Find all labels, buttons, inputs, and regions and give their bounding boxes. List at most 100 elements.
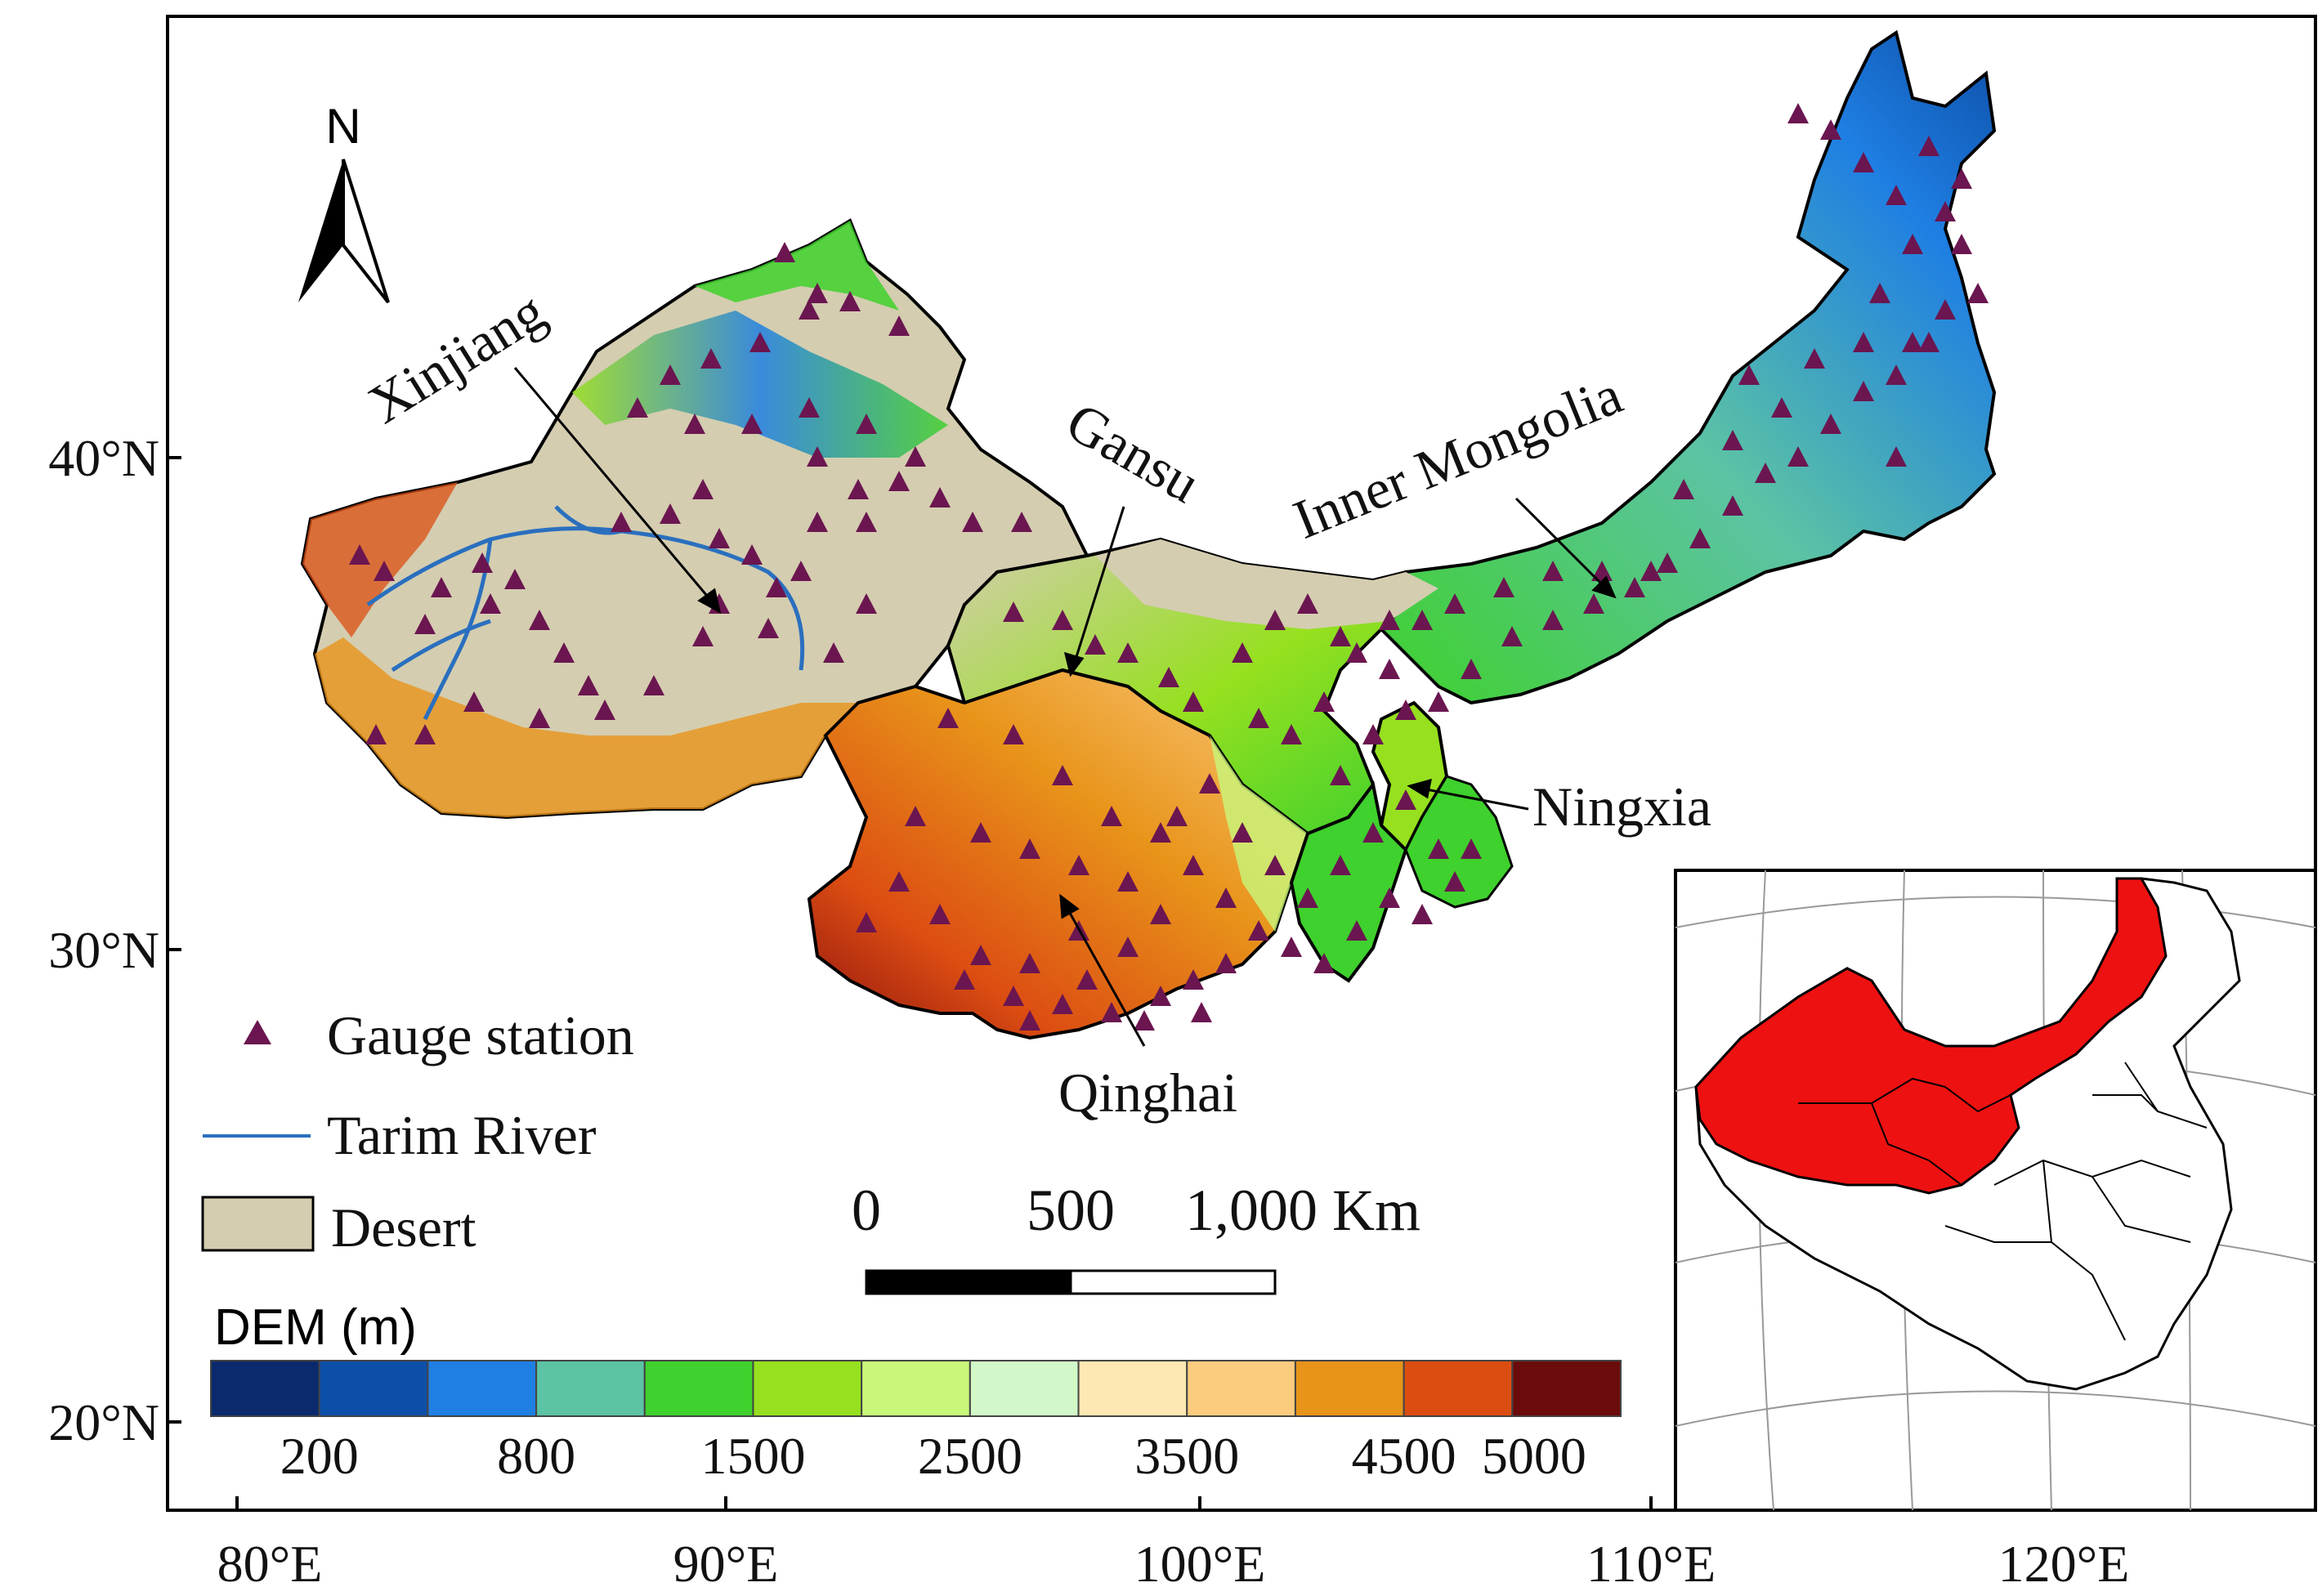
gauge-station-marker <box>1886 446 1907 467</box>
gauge-station-marker <box>1019 953 1040 973</box>
gauge-station-marker <box>905 806 926 826</box>
gauge-station-marker <box>1787 103 1809 123</box>
gauge-station-marker <box>929 904 951 924</box>
gauge-station-marker <box>643 675 664 695</box>
inset-study-region <box>1694 877 2168 1195</box>
gauge-station-marker <box>414 614 436 634</box>
legend-station-label: Gauge station <box>327 1004 634 1066</box>
label-arrows <box>513 367 1617 1047</box>
inset-map <box>1674 869 2317 1512</box>
lon-label-110: 110°E <box>1586 1535 1716 1593</box>
gauge-station-marker <box>1330 855 1351 875</box>
gauge-station-marker <box>1902 234 1923 254</box>
gauge-station-marker <box>1003 724 1024 744</box>
gauge-station-marker <box>1215 953 1237 973</box>
gauge-station-marker <box>1444 871 1465 892</box>
gauge-station-marker <box>856 593 877 614</box>
tianshan-band <box>572 311 948 458</box>
gauge-station-marker <box>1461 659 1482 679</box>
gauge-station-marker <box>839 291 861 311</box>
study-area <box>300 29 1997 1040</box>
gauge-station-marker <box>856 414 877 434</box>
gauge-station-marker <box>1232 822 1253 843</box>
dem-tick-labels: 200 800 1500 2500 3500 4500 5000 <box>280 1427 1586 1485</box>
dem-colorbar: DEM (m) 200 800 1500 2500 3500 4500 5000 <box>210 1299 1622 1485</box>
lon-label-120: 120°E <box>1998 1535 2130 1593</box>
dem-swatch <box>861 1360 971 1417</box>
gauge-station-marker <box>1117 642 1139 663</box>
dem-tick-label: 200 <box>280 1427 359 1485</box>
gauge-station-marker <box>529 610 550 630</box>
gauge-station-marker <box>1624 577 1645 597</box>
gauge-station-marker <box>611 512 632 532</box>
gauge-station-marker <box>463 691 485 712</box>
gauge-station-marker <box>741 414 763 434</box>
gauge-station-marker <box>1591 561 1613 581</box>
gauge-station-marker <box>799 299 820 320</box>
scale-label-500: 500 <box>1027 1178 1115 1243</box>
gauge-station-marker <box>1886 364 1907 385</box>
gauge-station-marker <box>1281 937 1302 957</box>
gauge-station-marker <box>627 397 648 418</box>
gauge-station-marker <box>1918 332 1939 352</box>
dem-tick-label: 800 <box>497 1427 575 1485</box>
gauge-station-marker <box>929 487 951 507</box>
gauge-station-marker <box>1853 381 1874 401</box>
gauge-station-marker <box>1379 610 1400 630</box>
gauge-station-marker <box>1215 887 1237 908</box>
gauge-station-marker <box>1657 552 1678 573</box>
scale-label-0: 0 <box>852 1178 881 1243</box>
dem-tick-label: 1500 <box>700 1427 805 1485</box>
dem-swatch <box>1294 1360 1405 1417</box>
gauge-station-marker <box>1003 601 1024 622</box>
legend-desert-label: Desert <box>331 1196 476 1258</box>
gauge-station-marker <box>1951 168 1972 189</box>
gauge-station-marker <box>905 446 926 467</box>
gauge-station-marker <box>1019 1010 1040 1030</box>
gauge-station-marker <box>1542 610 1564 630</box>
gauge-station-marker <box>431 577 452 597</box>
gauge-station-marker <box>807 283 828 303</box>
gauge-station-marker <box>1640 561 1662 581</box>
gauge-station-marker <box>1248 920 1269 941</box>
dem-swatch <box>427 1360 538 1417</box>
gauge-station-marker <box>856 512 877 532</box>
legend-desert-icon <box>201 1196 315 1252</box>
north-arrow-left-half <box>298 159 343 302</box>
gauge-station-marker <box>1395 700 1416 720</box>
scale-bar-black <box>865 1269 1072 1295</box>
gauge-station-marker <box>1003 986 1024 1006</box>
gauge-station-marker <box>700 348 722 369</box>
gauge-station-marker <box>1346 920 1367 941</box>
gauge-station-marker <box>848 479 869 499</box>
gauge-station-marker <box>529 708 550 728</box>
gauge-station-marker <box>1052 610 1073 630</box>
gauge-station-marker <box>790 561 812 581</box>
gauge-station-marker <box>1820 414 1841 434</box>
gauge-station-marker <box>1158 667 1179 687</box>
im-desert <box>1095 539 1438 629</box>
dem-tick-label: 3500 <box>1134 1427 1239 1485</box>
gauge-station-marker <box>774 242 795 262</box>
gauge-station-marker <box>823 642 844 663</box>
north-arrow-label: N <box>325 99 360 154</box>
gauge-station-marker <box>1346 642 1367 663</box>
dem-swatch <box>1186 1360 1296 1417</box>
gauge-station-marker <box>888 871 910 892</box>
axis-ticks <box>168 456 2065 1510</box>
scale-bar: 0 500 1,000 Km <box>852 1178 1420 1295</box>
gauge-station-marker <box>1150 822 1171 843</box>
lon-label-100: 100°E <box>1134 1535 1266 1593</box>
gauge-station-marker <box>374 561 395 581</box>
gauge-station-marker <box>1199 773 1220 794</box>
gauge-station-marker <box>1313 953 1335 973</box>
gauge-station-marker <box>1379 659 1400 679</box>
gauge-station-marker <box>1248 708 1269 728</box>
gauge-station-marker <box>1722 430 1743 450</box>
legend-river-label: Tarim River <box>327 1104 597 1166</box>
dem-swatch <box>752 1360 863 1417</box>
gauge-station-marker <box>578 675 599 695</box>
gauge-station-marker <box>741 544 763 565</box>
gauge-station-marker <box>1085 634 1106 655</box>
dem-tick-label: 5000 <box>1482 1427 1586 1485</box>
